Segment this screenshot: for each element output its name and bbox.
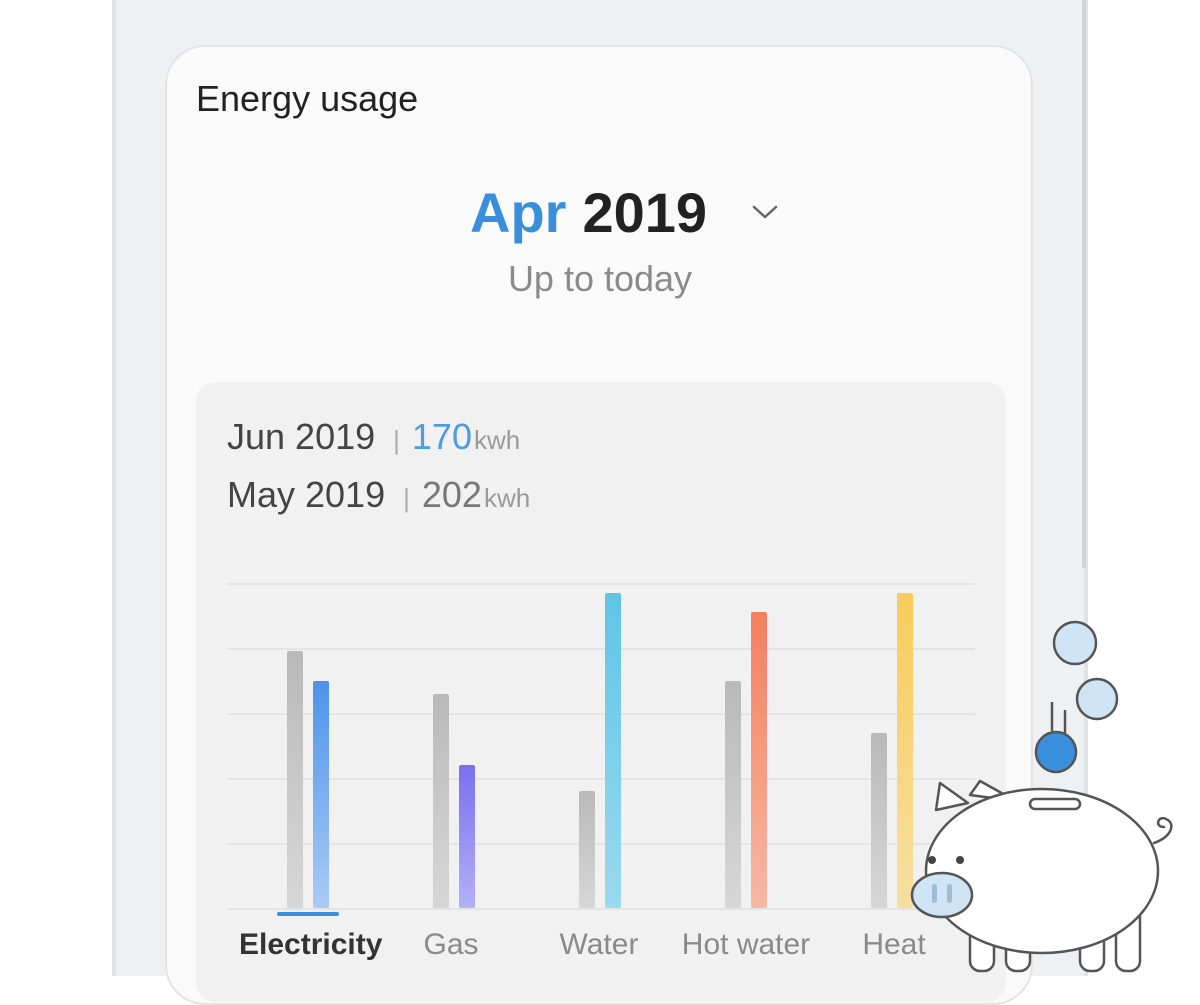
summary-period: Jun 2019 (227, 416, 376, 457)
bar-previous-heat (871, 732, 887, 908)
tab-electricity[interactable]: Electricity (239, 928, 383, 961)
chart-gridline (227, 778, 975, 780)
summary-period: May 2019 (227, 474, 386, 515)
chart-gridline (227, 648, 975, 650)
chart-gridline (227, 583, 975, 585)
tab-hot-water[interactable]: Hot water (681, 928, 811, 961)
piggy-bank-icon (910, 615, 1190, 981)
chart-gridline (227, 843, 975, 845)
bar-previous-gas (433, 693, 449, 908)
summary-unit: kwh (473, 425, 521, 455)
separator: | (393, 425, 400, 455)
tab-water[interactable]: Water (559, 928, 639, 961)
summary-row-previous: May 2019 | 202 kwh (227, 474, 530, 516)
summary-row-current: Jun 2019 | 170 kwh (227, 416, 520, 458)
bar-current-hot-water (751, 612, 767, 908)
summary-value: 170 (411, 416, 472, 457)
separator: | (403, 483, 410, 513)
chevron-down-icon[interactable] (751, 203, 779, 226)
bar-previous-electricity (287, 651, 303, 908)
card-title: Energy usage (196, 78, 419, 119)
active-tab-indicator (277, 912, 339, 916)
selected-month: Apr (470, 180, 567, 244)
bar-current-heat (897, 592, 913, 908)
bar-previous-water (579, 791, 595, 908)
period-subtitle: Up to today (507, 258, 693, 299)
scrollbar[interactable] (1082, 0, 1086, 568)
month-selector[interactable]: Apr 2019 (470, 180, 779, 244)
summary-unit: kwh (483, 483, 531, 513)
chart-gridline (227, 908, 975, 910)
tab-heat[interactable]: Heat (862, 928, 926, 961)
bar-current-gas (459, 765, 475, 908)
bar-current-electricity (313, 680, 329, 908)
bar-previous-hot-water (725, 680, 741, 908)
bar-current-water (605, 592, 621, 908)
summary-value: 202 (421, 474, 482, 515)
tab-gas[interactable]: Gas (423, 928, 479, 961)
chart-gridline (227, 713, 975, 715)
selected-year: 2019 (582, 180, 708, 244)
